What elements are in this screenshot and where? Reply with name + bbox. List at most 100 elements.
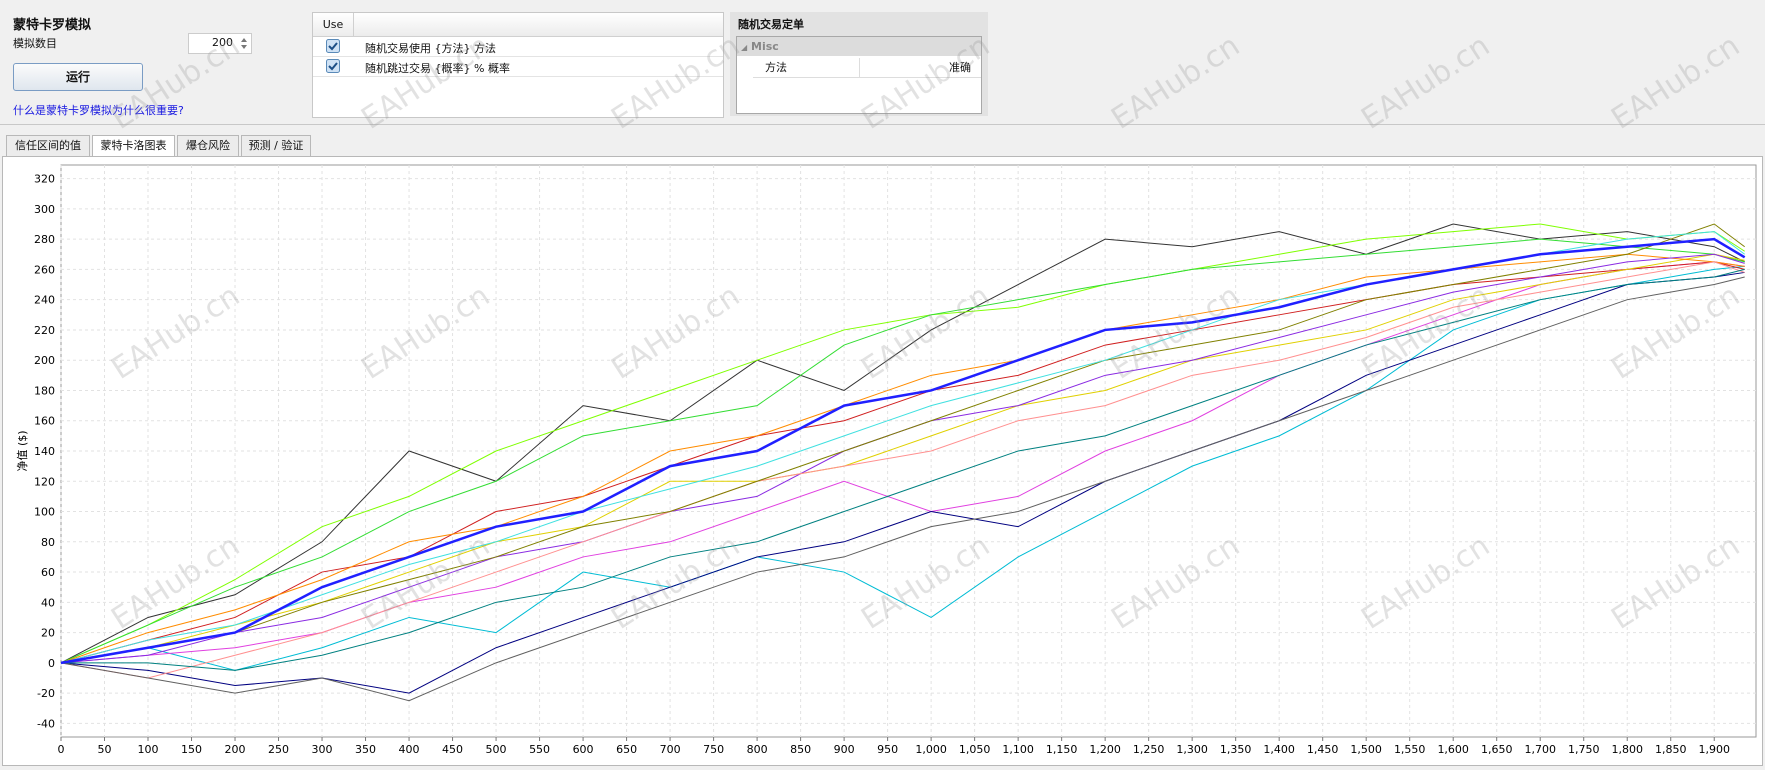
x-tick-label: 1,800 [1611,743,1643,756]
count-value: 200 [212,36,233,49]
y-tick-label: 260 [34,263,55,276]
option-row: 随机交易使用 {方法} 方法 [313,37,723,57]
x-tick-label: 400 [399,743,420,756]
y-tick-label: 240 [34,294,55,307]
x-tick-label: 1,450 [1307,743,1339,756]
checkbox[interactable] [326,39,340,53]
y-tick-label: 220 [34,324,55,337]
x-tick-label: 1,500 [1350,743,1382,756]
x-tick-label: 1,000 [915,743,947,756]
y-tick-label: 300 [34,203,55,216]
x-tick-label: 1,700 [1524,743,1556,756]
count-label: 模拟数目 [13,37,57,50]
x-tick-label: 1,850 [1655,743,1687,756]
series-line [60,223,1745,664]
x-tick-label: 1,750 [1568,743,1600,756]
y-tick-label: 60 [41,566,55,579]
spin-arrows[interactable] [240,37,248,50]
property-title: 随机交易定单 [738,18,804,31]
x-tick-label: 950 [877,743,898,756]
x-tick-label: 1,300 [1176,743,1208,756]
option-row: 随机跳过交易 {概率} % 概率 [313,57,723,77]
y-tick-label: 180 [34,384,55,397]
series-line [60,253,1745,664]
tab[interactable]: 蒙特卡洛图表 [92,135,175,157]
series-line [60,271,1745,694]
x-tick-label: 350 [355,743,376,756]
series-line [60,265,1745,671]
y-tick-label: 200 [34,354,55,367]
x-tick-label: 750 [703,743,724,756]
series-line [60,261,1745,679]
x-tick-label: 850 [790,743,811,756]
x-tick-label: 500 [486,743,507,756]
y-tick-label: 120 [34,475,55,488]
x-tick-label: 900 [834,743,855,756]
series-line [60,237,1746,665]
tab[interactable]: 预测 / 验证 [241,135,311,156]
series-line [60,223,1745,664]
series-line [60,276,1745,702]
option-label: 随机跳过交易 {概率} % 概率 [365,62,510,75]
x-tick-label: 1,900 [1698,743,1730,756]
count-spinner[interactable]: 200 [188,33,252,54]
y-tick-label: 100 [34,506,55,519]
x-tick-label: 1,550 [1394,743,1426,756]
x-tick-label: 1,650 [1481,743,1513,756]
checkbox[interactable] [326,59,340,73]
run-button[interactable]: 运行 [13,63,143,91]
property-key: 方法 [765,61,787,74]
x-tick-label: 700 [660,743,681,756]
option-label: 随机交易使用 {方法} 方法 [365,42,496,55]
x-tick-label: 1,150 [1046,743,1078,756]
series-line [60,253,1745,664]
x-tick-label: 200 [225,743,246,756]
y-tick-label: 40 [41,596,55,609]
chart: 净值 ($) -40 -20 0 20 40 60 80 100 120 140 160 180 200… [15,164,1757,756]
x-tick-label: 550 [529,743,550,756]
table-header: Use [313,13,723,37]
use-column: Use [313,13,354,36]
group-header[interactable]: ◢ Misc [737,37,981,56]
y-tick-label: 140 [34,445,55,458]
property-grid: ◢ Misc 方法 准确 [736,36,982,114]
top-panel: 蒙特卡罗模拟 模拟数目 200 运行 什么是蒙特卡罗模拟为什么很重要? Use … [0,0,1765,125]
x-tick-label: 150 [181,743,202,756]
x-tick-label: 0 [58,743,65,756]
help-link[interactable]: 什么是蒙特卡罗模拟为什么很重要? [13,104,184,117]
x-tick-label: 450 [442,743,463,756]
x-tick-label: 1,200 [1089,743,1121,756]
x-tick-label: 300 [312,743,333,756]
x-tick-label: 1,350 [1220,743,1252,756]
y-tick-label: 280 [34,233,55,246]
group-name: Misc [751,40,779,53]
y-tick-label: -40 [37,717,55,730]
series-line [61,268,1745,671]
x-tick-label: 50 [98,743,112,756]
y-axis-label: 净值 ($) [15,430,29,471]
property-panel: 随机交易定单 ◢ Misc 方法 准确 [730,12,988,116]
x-tick-label: 100 [138,743,159,756]
x-tick-label: 1,600 [1437,743,1469,756]
y-tick-label: 160 [34,415,55,428]
options-table: Use 随机交易使用 {方法} 方法随机跳过交易 {概率} % 概率 [312,12,724,118]
x-tick-label: 1,050 [959,743,991,756]
x-tick-label: 650 [616,743,637,756]
x-tick-label: 1,100 [1002,743,1034,756]
property-value: 准确 [949,61,971,74]
y-tick-label: 80 [41,536,55,549]
x-tick-label: 1,400 [1263,743,1295,756]
panel-title: 蒙特卡罗模拟 [13,18,92,33]
x-tick-label: 250 [268,743,289,756]
y-tick-label: 320 [34,173,55,186]
series-line [60,238,1745,664]
x-tick-label: 600 [573,743,594,756]
y-tick-label: 20 [41,627,55,640]
property-row[interactable]: 方法 准确 [753,58,981,78]
tab[interactable]: 信任区间的值 [6,135,90,156]
tab[interactable]: 爆仓风险 [177,135,239,156]
y-tick-label: 0 [48,657,55,670]
x-tick-label: 1,250 [1133,743,1165,756]
